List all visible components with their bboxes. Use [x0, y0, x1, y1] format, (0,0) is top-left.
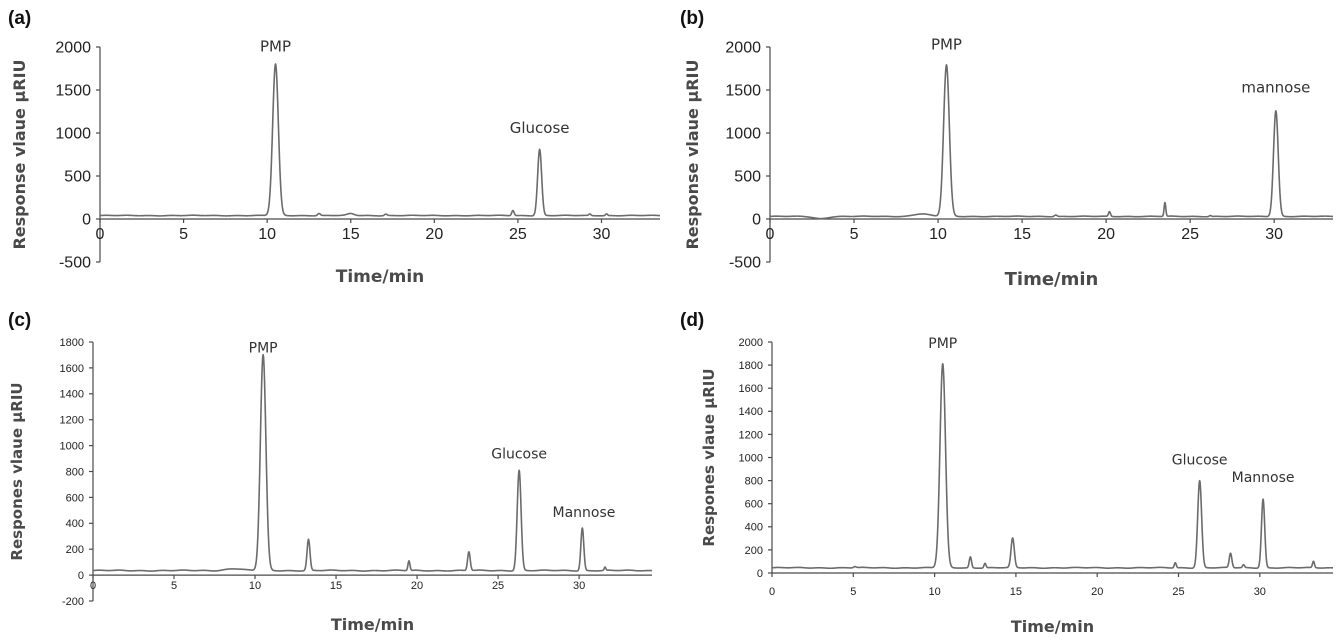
- x-axis-title: Time/min: [336, 267, 425, 287]
- y-tick-label: 1800: [60, 337, 84, 349]
- x-tick-label: 20: [425, 226, 443, 243]
- y-axis-title: Response vlaue μRIU: [10, 59, 29, 249]
- x-tick-label: 10: [929, 226, 947, 243]
- x-tick-label: 15: [342, 226, 360, 243]
- x-tick-label: 5: [179, 226, 188, 243]
- chromatogram-trace: [92, 353, 653, 572]
- y-tick-label: 1200: [60, 415, 84, 427]
- y-tick-label: 1000: [725, 126, 761, 143]
- peak-label-glucose: Glucose: [510, 119, 570, 137]
- y-axis-title: Respones vlaue μRIU: [8, 382, 26, 560]
- peak-label-pmp: PMP: [931, 36, 962, 54]
- y-tick-label: 0: [78, 570, 84, 582]
- x-tick-label: 20: [1097, 226, 1115, 243]
- x-tick-label: 30: [1265, 226, 1283, 243]
- x-tick-label: 20: [411, 580, 423, 592]
- y-tick-label: 600: [745, 499, 763, 511]
- x-tick-label: 25: [492, 580, 504, 592]
- chart-panel-b: (b) -500 0 500 1000 1500 2000 0 5 10 15 20 25 30 PMP ma…: [680, 8, 1334, 290]
- y-tick-label: -500: [729, 255, 761, 272]
- x-tick-label: 0: [90, 580, 96, 592]
- x-tick-label: 30: [593, 226, 611, 243]
- x-tick-label: 30: [1254, 586, 1266, 598]
- y-tick-label: 600: [66, 492, 84, 504]
- y-tick-label: 800: [745, 475, 763, 487]
- x-tick-label: 20: [1091, 586, 1103, 598]
- y-tick-label: 2000: [739, 337, 763, 349]
- x-tick-label: 15: [1010, 586, 1022, 598]
- peak-label-pmp: PMP: [249, 340, 278, 356]
- y-tick-label: 0: [752, 212, 761, 229]
- peak-label-pmp: PMP: [260, 37, 291, 55]
- x-axis-title: Time/min: [1005, 269, 1099, 290]
- x-tick-label: 25: [509, 226, 527, 243]
- x-tick-label: 25: [1181, 226, 1199, 243]
- x-tick-label: 5: [171, 580, 177, 592]
- y-tick-label: 1000: [60, 440, 84, 452]
- x-tick-label: 5: [850, 226, 859, 243]
- y-tick-label: 400: [66, 518, 84, 530]
- chart-panel-c: (c)-200020040060080010001200140016001800…: [8, 310, 653, 634]
- y-tick-label: 1400: [739, 406, 763, 418]
- y-tick-label: 2000: [725, 40, 761, 57]
- peak-label-glucose: Glucose: [1172, 452, 1228, 468]
- panel-label-a: (a): [8, 8, 31, 29]
- x-tick-label: 0: [96, 226, 105, 243]
- x-tick-label: 10: [249, 580, 261, 592]
- y-tick-label: 200: [66, 544, 84, 556]
- y-tick-label: 400: [745, 522, 763, 534]
- peak-label-mannose: Mannose: [553, 505, 616, 521]
- y-tick-label: 200: [745, 545, 763, 557]
- y-tick-label: 1000: [55, 126, 91, 143]
- panel-label-c: (c): [8, 310, 31, 331]
- x-tick-label: 0: [766, 226, 775, 243]
- y-tick-label: -500: [59, 255, 91, 272]
- peak-label-glucose: Glucose: [491, 447, 547, 463]
- y-tick-label: 500: [64, 169, 91, 186]
- x-axis-title: Time/min: [331, 615, 414, 634]
- chart-panel-a: (a) -500 0 500 1000 1500 2000 0 5 10 15 20 25 30 PMP Gl…: [8, 8, 661, 287]
- peak-label-mannose: Mannose: [1232, 470, 1295, 486]
- y-tick-label: 1600: [739, 383, 763, 395]
- y-tick-label: 1800: [739, 360, 763, 372]
- chromatogram-trace: [769, 64, 1334, 220]
- y-tick-label: 1000: [739, 452, 763, 464]
- x-tick-label: 5: [850, 586, 856, 598]
- y-tick-label: 1600: [60, 363, 84, 375]
- y-axis-title: Respones vlaue μRIU: [700, 368, 718, 546]
- y-tick-label: 800: [66, 466, 84, 478]
- chart-panel-d: (d)0200400600800100012001400160018002000…: [680, 310, 1334, 636]
- x-tick-label: 10: [928, 586, 940, 598]
- x-tick-label: 25: [1172, 586, 1184, 598]
- chromatogram-trace: [771, 362, 1334, 570]
- panel-label-d: (d): [680, 310, 704, 331]
- x-tick-label: 10: [258, 226, 276, 243]
- y-tick-label: 1200: [739, 429, 763, 441]
- y-tick-label: 1500: [725, 83, 761, 100]
- y-tick-label: -200: [62, 596, 84, 608]
- x-axis-title: Time/min: [1011, 617, 1094, 636]
- y-tick-label: 500: [734, 169, 761, 186]
- y-tick-label: 2000: [55, 40, 91, 57]
- panel-label-b: (b): [680, 8, 704, 29]
- y-tick-label: 1500: [55, 83, 91, 100]
- x-tick-label: 0: [769, 586, 775, 598]
- y-tick-label: 0: [757, 568, 763, 580]
- x-tick-label: 15: [330, 580, 342, 592]
- x-tick-label: 30: [573, 580, 585, 592]
- y-tick-label: 0: [82, 212, 91, 229]
- chromatogram-trace: [99, 63, 661, 217]
- x-tick-label: 15: [1013, 226, 1031, 243]
- peak-label-pmp: PMP: [928, 336, 957, 352]
- y-axis-title: Response vlaue μRIU: [683, 59, 702, 249]
- peak-label-mannose: mannose: [1241, 79, 1310, 97]
- y-tick-label: 1400: [60, 389, 84, 401]
